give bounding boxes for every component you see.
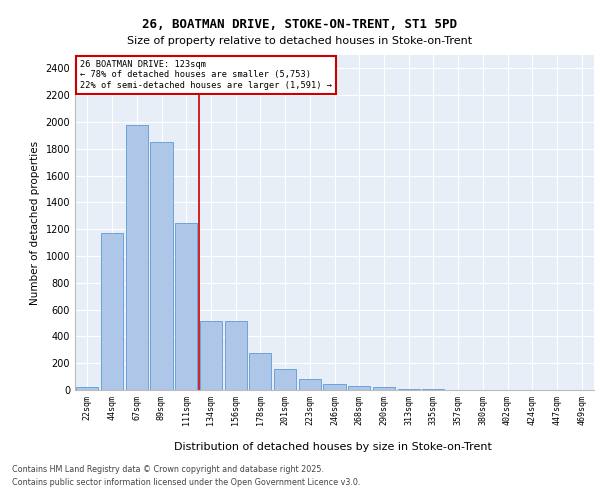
- Bar: [125, 126, 148, 390]
- Bar: [299, 378, 321, 390]
- Y-axis label: Number of detached properties: Number of detached properties: [30, 140, 40, 304]
- Bar: [348, 386, 370, 390]
- Text: 26 BOATMAN DRIVE: 123sqm
← 78% of detached houses are smaller (5,753)
22% of sem: 26 BOATMAN DRIVE: 123sqm ← 78% of detach…: [80, 60, 332, 90]
- Bar: [274, 369, 296, 390]
- Text: Contains HM Land Registry data © Crown copyright and database right 2025.: Contains HM Land Registry data © Crown c…: [12, 466, 324, 474]
- Bar: [151, 142, 173, 390]
- Bar: [323, 384, 346, 390]
- Text: Distribution of detached houses by size in Stoke-on-Trent: Distribution of detached houses by size …: [174, 442, 492, 452]
- Bar: [398, 388, 420, 390]
- Text: Contains public sector information licensed under the Open Government Licence v3: Contains public sector information licen…: [12, 478, 361, 487]
- Bar: [76, 386, 98, 390]
- Bar: [224, 321, 247, 390]
- Bar: [200, 321, 222, 390]
- Text: Size of property relative to detached houses in Stoke-on-Trent: Size of property relative to detached ho…: [127, 36, 473, 46]
- Bar: [175, 223, 197, 390]
- Text: 26, BOATMAN DRIVE, STOKE-ON-TRENT, ST1 5PD: 26, BOATMAN DRIVE, STOKE-ON-TRENT, ST1 5…: [143, 18, 458, 30]
- Bar: [101, 232, 123, 390]
- Bar: [249, 353, 271, 390]
- Bar: [373, 386, 395, 390]
